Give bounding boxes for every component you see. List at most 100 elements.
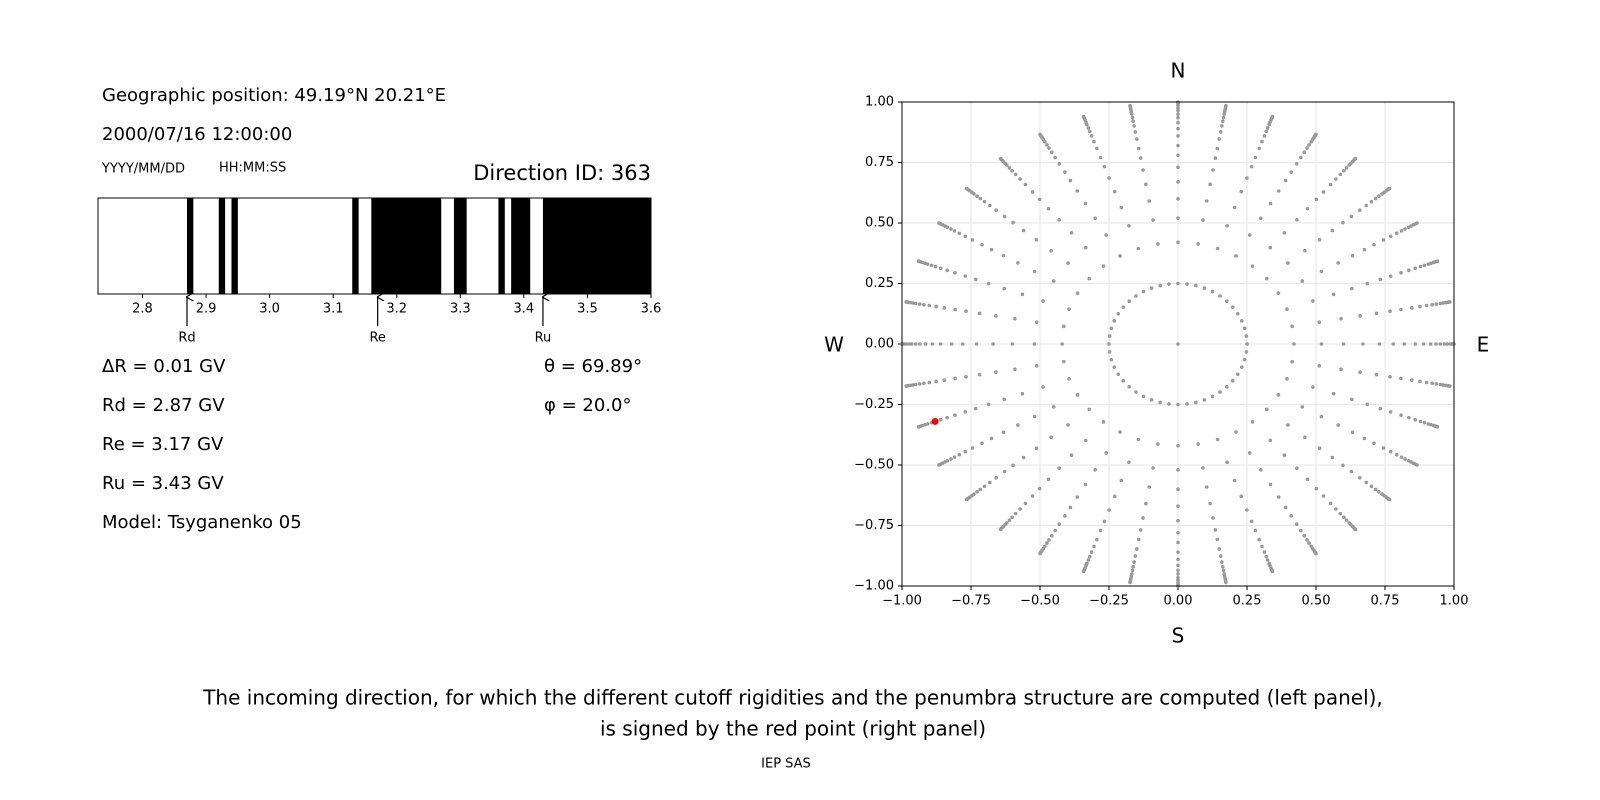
direction-point: [1349, 214, 1354, 219]
direction-point: [1421, 342, 1426, 346]
direction-point: [1282, 453, 1287, 458]
direction-point: [1365, 281, 1370, 286]
x-tick-label: 3.1: [323, 302, 344, 317]
direction-point: [1369, 484, 1374, 489]
direction-point: [1051, 405, 1056, 409]
direction-point: [1290, 324, 1294, 329]
direction-point: [934, 379, 938, 384]
direction-point: [1030, 190, 1035, 194]
ring-point: [1121, 305, 1126, 309]
direction-point: [982, 199, 987, 204]
x-tick-label: 3.6: [641, 302, 662, 317]
direction-point: [973, 277, 978, 282]
direction-point: [1087, 407, 1091, 412]
direction-point: [1010, 515, 1014, 520]
direction-point: [1016, 261, 1020, 265]
direction-point: [1141, 168, 1145, 172]
direction-point: [1339, 316, 1343, 321]
direction-point: [1391, 342, 1396, 346]
ring-point: [1141, 394, 1146, 399]
direction-point: [1062, 324, 1066, 329]
direction-point: [1403, 227, 1407, 231]
direction-point: [1213, 528, 1218, 532]
direction-point: [1010, 342, 1015, 346]
direction-point: [1430, 381, 1434, 386]
direction-point: [1377, 194, 1381, 199]
direction-point: [1336, 423, 1340, 427]
direction-point: [1021, 455, 1026, 460]
ring-point: [1112, 365, 1117, 369]
direction-point: [1300, 279, 1305, 283]
direction-point: [1314, 132, 1318, 137]
direction-point: [1264, 554, 1269, 559]
direction-point: [1292, 342, 1296, 346]
direction-point: [1218, 554, 1223, 558]
direction-point: [1176, 468, 1180, 472]
ring-point: [1127, 299, 1132, 304]
direction-point: [1285, 376, 1289, 381]
direction-point: [945, 415, 949, 420]
direction-point: [1002, 469, 1007, 474]
direction-point: [1176, 240, 1180, 245]
direction-point: [1093, 216, 1097, 221]
direction-point: [1369, 199, 1374, 204]
direction-point: [980, 441, 984, 446]
direction-point: [953, 307, 957, 312]
direction-point: [1020, 391, 1025, 396]
direction-point: [1081, 569, 1086, 574]
direction-point: [1377, 342, 1382, 346]
direction-point: [1330, 228, 1335, 233]
direction-point: [1053, 155, 1057, 160]
direction-point: [1075, 291, 1080, 295]
direction-point: [1011, 220, 1015, 225]
direction-point: [1377, 489, 1381, 494]
direction-point: [1127, 223, 1131, 228]
direction-point: [1239, 189, 1244, 194]
y-tick-label: 0.25: [865, 276, 894, 291]
direction-point: [964, 374, 968, 379]
direction-point: [1047, 146, 1051, 150]
center-point: [1176, 342, 1180, 346]
direction-point: [1387, 497, 1392, 502]
direction-point: [975, 489, 979, 494]
direction-point: [937, 221, 941, 225]
direction-point: [922, 302, 926, 307]
direction-point: [1217, 137, 1222, 141]
direction-point: [1068, 505, 1073, 510]
direction-point: [1057, 466, 1061, 471]
direction-point: [1434, 382, 1439, 386]
direction-point: [1299, 155, 1303, 160]
direction-point: [916, 259, 921, 264]
direction-point: [1176, 165, 1180, 170]
direction-point: [1057, 522, 1062, 527]
direction-point: [1250, 420, 1255, 424]
direction-point: [1330, 455, 1335, 460]
cutoff-name: Ru: [535, 331, 552, 346]
direction-point: [1030, 494, 1035, 498]
direction-point: [1257, 146, 1261, 151]
x-tick-label: −0.25: [1089, 594, 1129, 609]
direction-point: [1276, 189, 1281, 193]
direction-point: [904, 384, 908, 388]
direction-point: [1215, 246, 1220, 251]
direction-point: [989, 247, 994, 252]
direction-point: [1034, 446, 1039, 451]
direction-point: [1201, 466, 1205, 470]
direction-point: [1002, 214, 1007, 219]
direction-point: [1138, 528, 1143, 532]
direction-point: [964, 497, 969, 502]
direction-point: [1176, 126, 1180, 131]
ring-point: [1224, 299, 1229, 304]
direction-point: [1023, 501, 1028, 506]
direction-point: [1247, 233, 1252, 237]
direction-point: [923, 342, 928, 346]
compass-east: E: [1477, 333, 1490, 357]
direction-point: [1307, 143, 1311, 147]
direction-point: [977, 311, 982, 316]
direction-point: [1413, 342, 1418, 346]
direction-point: [1225, 460, 1229, 465]
ring-point: [1230, 305, 1235, 309]
ring-point: [1244, 334, 1249, 338]
x-tick-label: 3.3: [450, 302, 471, 317]
